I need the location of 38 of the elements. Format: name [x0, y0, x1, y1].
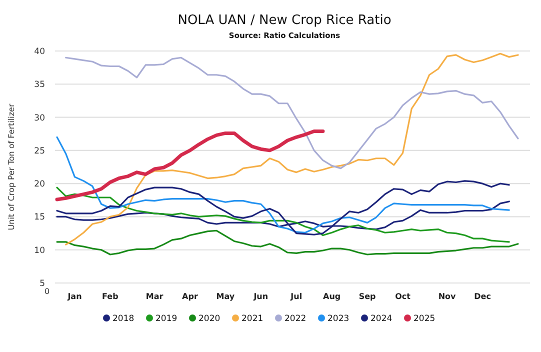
line-series [65, 52, 519, 246]
y-tick-label: 25 [34, 146, 45, 156]
line-series [56, 180, 510, 236]
line-series [56, 230, 519, 256]
y-tick-label: 30 [34, 113, 45, 124]
chart-title: NOLA UAN / New Crop Rice Ratio [178, 13, 392, 28]
x-tick-label: Jun [252, 292, 268, 301]
y-tick-label: 35 [34, 80, 45, 90]
x-tick-label: Dec [474, 292, 492, 301]
legend-label: 2025 [414, 314, 436, 324]
y-tick-label: 20 [34, 180, 45, 190]
legend-label: 2024 [370, 314, 392, 324]
x-tick-label: Sep [358, 292, 376, 301]
x-tick-label: Jul [290, 292, 302, 301]
x-tick-label: Mar [146, 292, 164, 301]
y-tick-label: 5 [40, 278, 45, 289]
legend-label: 2023 [328, 314, 350, 324]
legend-label: 2022 [284, 314, 306, 324]
legend-label: 2019 [156, 314, 178, 324]
x-tick-label: Nov [438, 292, 457, 301]
line-series [56, 186, 510, 243]
legend-label: 2021 [242, 314, 264, 324]
x-tick-label: Feb [102, 292, 119, 301]
line-series [65, 56, 519, 170]
text: 0 [44, 287, 50, 296]
line-series [55, 129, 325, 202]
x-tick-label: Apr [182, 292, 198, 301]
y-tick-label: 40 [34, 46, 45, 57]
line-series [56, 136, 510, 234]
x-tick-label: May [216, 292, 236, 301]
x-tick-label: Aug [323, 292, 341, 301]
y-tick-label: 15 [34, 212, 45, 223]
y-tick-label: 10 [34, 246, 45, 256]
legend-label: 2018 [112, 314, 134, 324]
x-tick-label: Oct [395, 292, 411, 301]
x-tick-label: Jan [66, 292, 82, 301]
legend-label: 2020 [198, 314, 220, 324]
y-axis-title: Unit of Crop Per Ton of Fertilizer [7, 103, 16, 230]
